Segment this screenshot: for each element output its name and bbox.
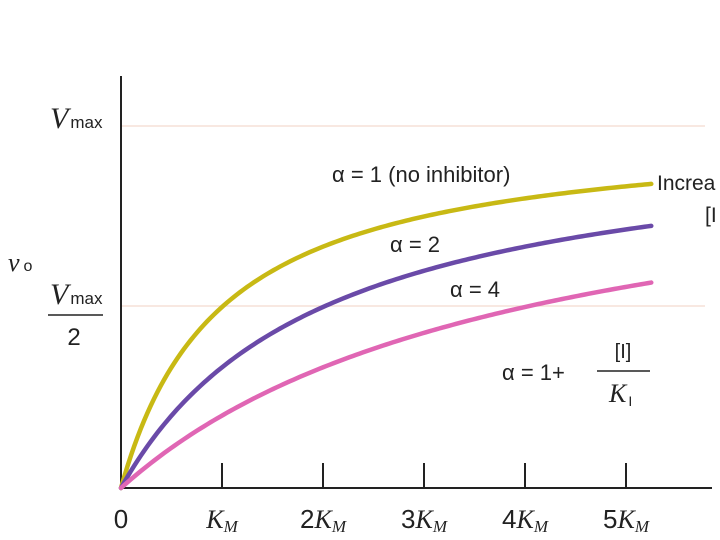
series-label-alpha-2: α = 2 [390,232,440,257]
x-tick-label: 5KM [603,504,650,536]
x-tick-label: 0 [114,504,128,534]
annotation-line-1: Increa [657,172,716,195]
series-line-alpha-4 [118,280,654,491]
series-label-alpha-1: α = 1 (no inhibitor) [332,162,510,187]
curves [118,181,654,491]
series-line-alpha-1 [118,181,654,491]
x-ticks: 0 KM 2KM 3KM 4KM 5KM [114,463,650,536]
series-line-alpha-2 [118,223,654,491]
formula-lhs: α = 1+ [502,360,565,385]
annotation-line-2: [I [705,204,717,227]
x-tick-label: 2KM [300,504,347,536]
x-tick-label: 3KM [401,504,448,536]
series-label-alpha-4: α = 4 [450,277,500,302]
formula-numerator: [I] [615,341,632,363]
half-vmax-denominator: 2 [67,324,80,351]
x-tick-label: 4KM [502,504,549,536]
x-tick-label: KM [205,505,238,536]
